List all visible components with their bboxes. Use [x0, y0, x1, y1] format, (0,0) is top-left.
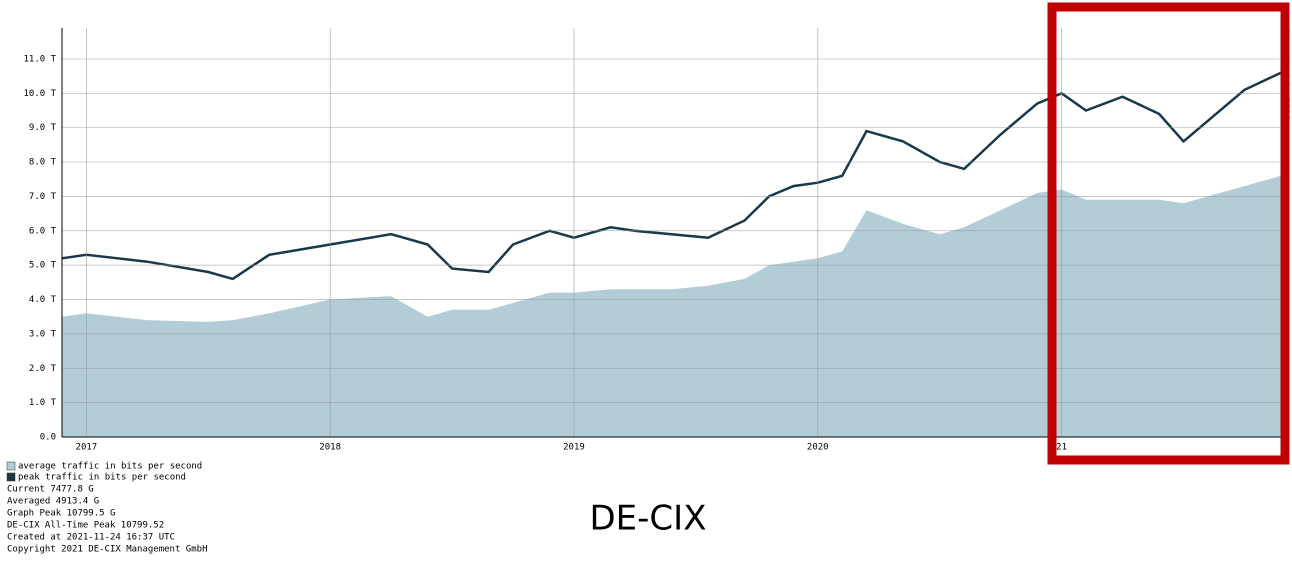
caption: DE-CIX [590, 499, 707, 539]
x-tick-label: 2017 [76, 443, 98, 453]
y-tick-label: 1.0 T [29, 398, 57, 408]
y-tick-label: 8.0 T [29, 158, 57, 168]
x-tick-label: 2019 [563, 443, 585, 453]
legend-label: peak traffic in bits per second [18, 473, 186, 483]
y-tick-label: 6.0 T [29, 226, 57, 236]
y-tick-label: 11.0 T [23, 54, 56, 64]
y-tick-label: 3.0 T [29, 329, 57, 339]
y-tick-label: 10.0 T [23, 89, 56, 99]
stat-line: DE-CIX All-Time Peak 10799.52 [7, 521, 164, 531]
y-tick-label: 7.0 T [29, 192, 57, 202]
x-tick-label: 21 [1056, 443, 1067, 453]
x-tick-label: 2020 [807, 443, 829, 453]
stat-line: Current 7477.8 G [7, 485, 94, 495]
y-tick-label: 4.0 T [29, 295, 57, 305]
y-tick-label: 0.0 [40, 433, 56, 443]
stat-line: Graph Peak 10799.5 G [7, 509, 115, 519]
y-tick-label: 2.0 T [29, 364, 57, 374]
x-tick-label: 2018 [319, 443, 341, 453]
average-area [62, 175, 1281, 438]
highlight-box [1047, 2, 1290, 465]
y-tick-label: 5.0 T [29, 261, 57, 271]
y-tick-label: 9.0 T [29, 123, 57, 133]
legend-label: average traffic in bits per second [18, 462, 202, 472]
stat-line: Created at 2021-11-24 16:37 UTC [7, 533, 175, 543]
stat-line: Copyright 2021 DE-CIX Management GmbH [7, 545, 207, 555]
legend-swatch [6, 472, 16, 482]
plot-area: 0.0 1.0 T 2.0 T 3.0 T 4.0 T 5.0 T 6.0 T 7.0 T 8.… [23, 28, 1285, 453]
legend-swatch [6, 461, 16, 471]
stat-line: Averaged 4913.4 G [7, 497, 99, 507]
